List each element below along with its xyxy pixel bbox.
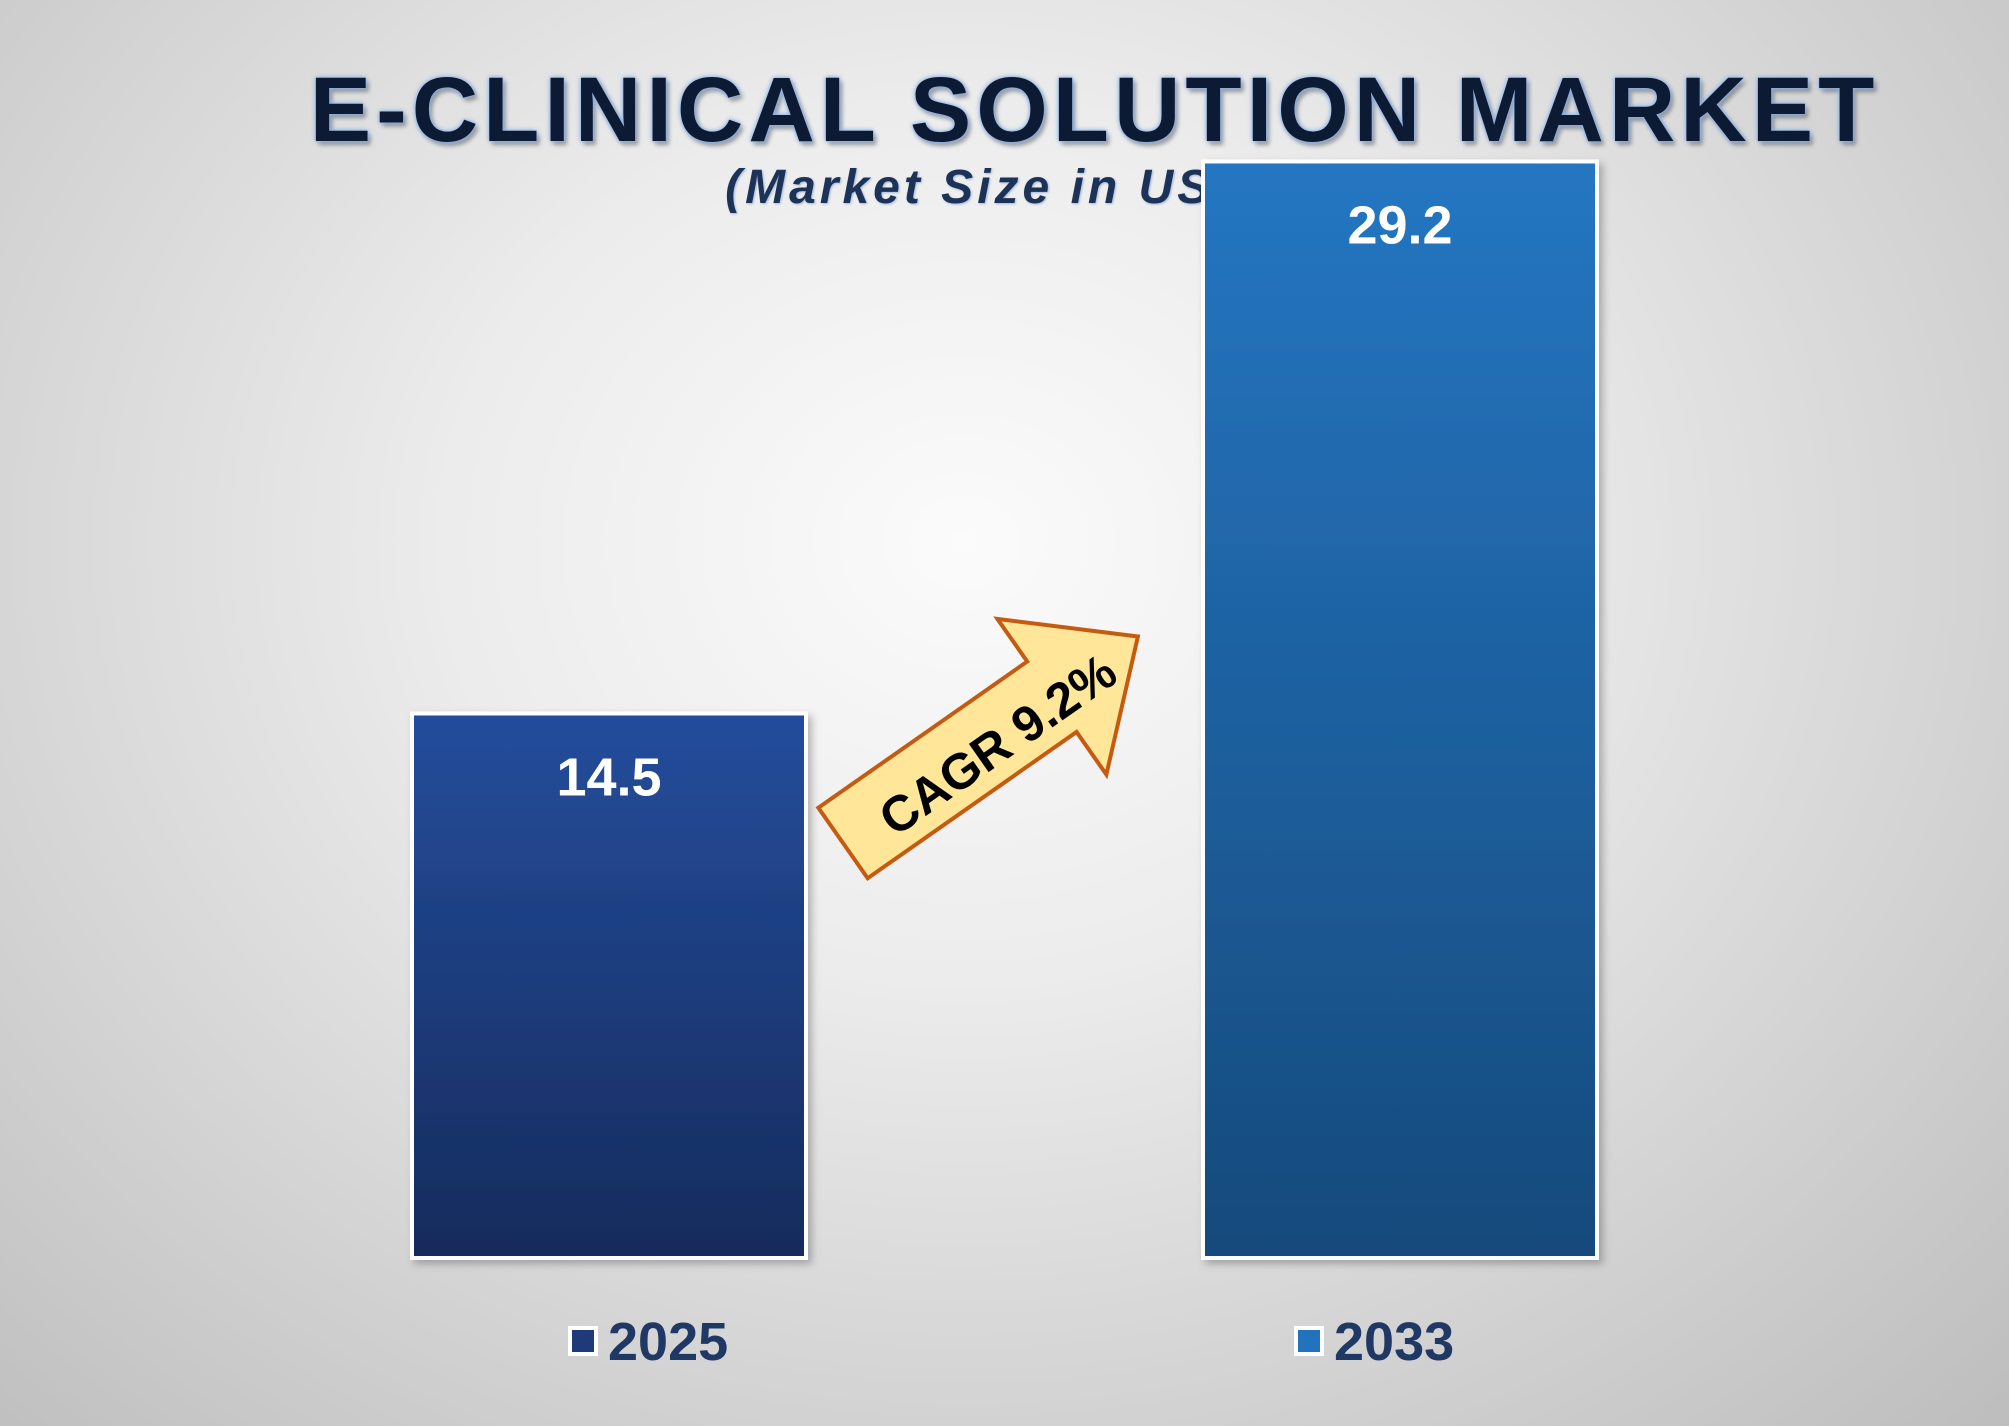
bar-2033 xyxy=(1201,159,1599,1261)
bar-2025 xyxy=(410,711,808,1260)
legend-swatch-2033 xyxy=(1294,1326,1324,1356)
legend-label-2025: 2025 xyxy=(608,1312,728,1372)
legend-swatch-2025 xyxy=(568,1326,598,1356)
cagr-arrow-shape xyxy=(815,616,1141,882)
legend-label-2033: 2033 xyxy=(1334,1312,1454,1372)
data-label-2033: 29.2 xyxy=(1347,195,1452,255)
chart-title: E-CLINICAL SOLUTION MARKET xyxy=(309,59,1880,161)
data-label-2025: 14.5 xyxy=(556,747,661,807)
cagr-arrow: CAGR 9.2% xyxy=(815,616,1141,882)
